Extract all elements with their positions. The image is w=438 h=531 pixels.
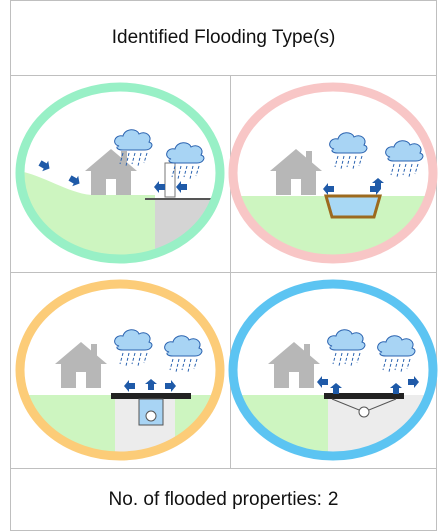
flood-type-surface-coastal (15, 82, 225, 264)
flood-type-sewer (228, 279, 438, 461)
flood-type-watercourse (228, 82, 438, 264)
flood-type-drainage (15, 279, 225, 461)
header-title: Identified Flooding Type(s) (111, 27, 336, 48)
footer-count: 2 (327, 488, 339, 510)
footer-label: No. of flooded properties: (108, 488, 322, 510)
